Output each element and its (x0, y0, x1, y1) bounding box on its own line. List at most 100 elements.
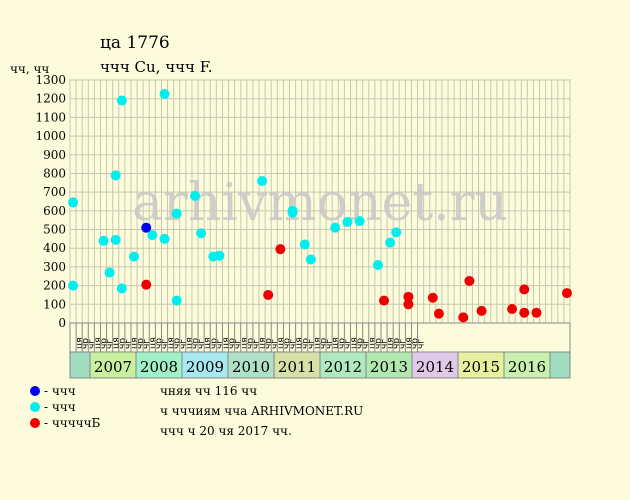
data-point (147, 230, 158, 241)
year-label: 2007 (94, 358, 132, 376)
data-point (531, 307, 542, 318)
data-point (342, 217, 353, 228)
data-point (257, 175, 268, 186)
y-tick-label: 700 (43, 185, 66, 199)
x-subcategory-label: чг (362, 339, 372, 349)
x-subcategory-label: ця (404, 337, 414, 349)
x-subcategory-label: чр (356, 338, 366, 349)
x-subcategory-label: чг (234, 339, 244, 349)
x-subcategory-label: ця (93, 337, 103, 349)
data-point (427, 292, 438, 303)
data-point (507, 303, 518, 314)
x-subcategory-label: чр (81, 338, 91, 349)
data-point (116, 283, 127, 294)
x-subcategory-label: чг (307, 339, 317, 349)
legend-label: - ччч (44, 400, 76, 414)
footer-line-1: чняя чч 116 чч (160, 384, 258, 398)
data-point (299, 239, 310, 250)
data-point (519, 284, 530, 295)
legend-blue-dot-icon (30, 386, 40, 396)
data-point (385, 237, 396, 248)
data-point (391, 227, 402, 238)
x-subcategory-label: ця (75, 337, 85, 349)
data-point (98, 235, 109, 246)
year-cell (365, 351, 413, 379)
year-label: 2013 (370, 358, 408, 376)
year-cell (549, 351, 571, 379)
x-subcategory-label: чг (343, 339, 353, 349)
x-subcategory-label: чг (142, 339, 152, 349)
y-tick-label: 400 (43, 241, 66, 255)
year-cell (135, 351, 183, 379)
x-subcategory-label: чр (191, 338, 201, 349)
x-subcategory-label: чр (374, 338, 384, 349)
year-label: 2015 (462, 358, 500, 376)
data-point (190, 190, 200, 201)
data-point (110, 170, 121, 181)
y-tick-label: 300 (43, 260, 66, 274)
year-cell (457, 351, 505, 379)
x-subcategory-label: чг (179, 339, 189, 349)
x-subcategory-label: чр (392, 338, 402, 349)
year-cell (319, 351, 367, 379)
y-tick-label: 800 (43, 166, 66, 180)
x-subcategory-label: ця (167, 337, 177, 349)
x-subcategory-label: чр (154, 338, 164, 349)
x-subcategory-label: чр (246, 338, 256, 349)
data-point (305, 254, 316, 265)
x-subcategory-label: ця (240, 337, 250, 349)
x-subcategory-label: чр (209, 338, 219, 349)
data-point (141, 279, 152, 290)
data-point (379, 295, 390, 306)
year-label: 2016 (508, 358, 546, 376)
y-tick-label: 0 (58, 316, 66, 330)
data-point (330, 222, 341, 233)
x-subcategory-label: чг (197, 339, 207, 349)
x-subcategory-label: чр (282, 338, 292, 349)
year-cell (181, 351, 229, 379)
x-subcategory-label: чр (173, 338, 183, 349)
x-subcategory-label: ця (276, 337, 286, 349)
x-subcategory-label: ця (185, 337, 195, 349)
data-point (354, 216, 365, 227)
x-subcategory-label: чг (380, 339, 390, 349)
x-subcategory-label: ця (258, 337, 268, 349)
x-subcategory-label: чр (319, 338, 329, 349)
x-subcategory-label: чр (118, 338, 128, 349)
year-label: 2012 (324, 358, 362, 376)
data-point (171, 295, 182, 306)
legend-cyan-dot-icon (30, 402, 40, 412)
y-tick-label: 1000 (35, 129, 66, 143)
y-tick-label: 600 (43, 204, 66, 218)
year-cell (227, 351, 275, 379)
data-point (275, 244, 286, 255)
y-tick-label: 100 (43, 297, 66, 311)
data-point (141, 222, 152, 233)
y-axis-unit-label: чч, чч (10, 62, 50, 76)
x-subcategory-label: ця (295, 337, 305, 349)
x-subcategory-label: чр (228, 338, 238, 349)
x-subcategory-label: чг (289, 339, 299, 349)
data-point (476, 305, 487, 316)
data-point (68, 197, 79, 208)
x-subcategory-label: чг (398, 339, 408, 349)
legend-item-red: - чччччБ (30, 416, 100, 430)
x-subcategory-label: чг (161, 339, 171, 349)
data-point (129, 251, 140, 262)
x-subcategory-label: чг (106, 339, 116, 349)
x-subcategory-label: чг (417, 339, 427, 349)
footer-line-3: ччч ч 20 чя 2017 чч. (160, 424, 292, 438)
x-subcategory-label: чг (325, 339, 335, 349)
y-tick-label: 1300 (35, 73, 66, 87)
data-point (214, 250, 225, 261)
legend-label: - чччччБ (44, 416, 101, 430)
x-subcategory-label: ця (112, 337, 122, 349)
year-label: 2011 (278, 358, 316, 376)
data-point (104, 267, 115, 278)
x-subcategory-label: чр (100, 338, 110, 349)
x-subcategory-label: чр (264, 338, 274, 349)
data-point (68, 280, 79, 291)
x-subcategory-label: чг (270, 339, 280, 349)
y-tick-label: 1100 (35, 110, 66, 124)
data-point (116, 95, 127, 106)
